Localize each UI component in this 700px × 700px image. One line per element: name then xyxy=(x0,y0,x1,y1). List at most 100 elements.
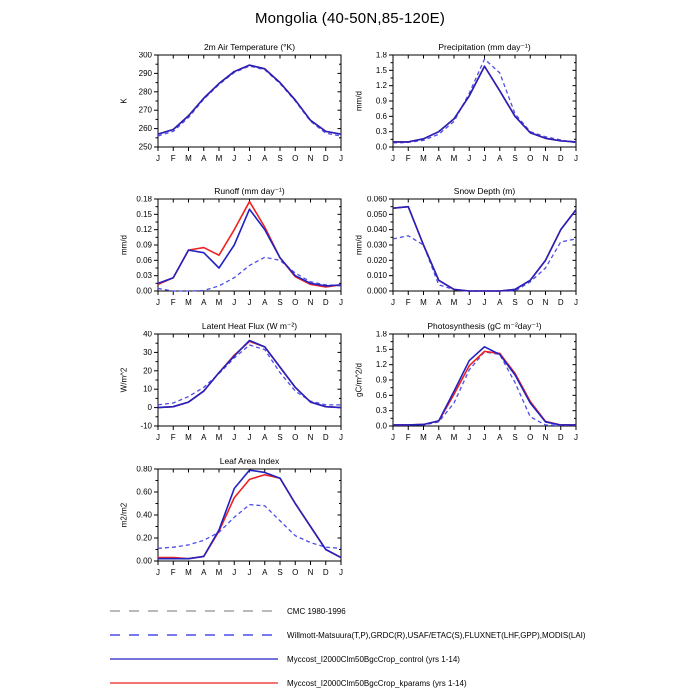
svg-text:A: A xyxy=(436,154,442,163)
svg-text:S: S xyxy=(512,298,517,307)
svg-text:J: J xyxy=(339,433,343,442)
svg-text:A: A xyxy=(497,433,503,442)
svg-text:N: N xyxy=(308,154,314,163)
svg-text:J: J xyxy=(232,433,236,442)
svg-text:N: N xyxy=(308,433,314,442)
svg-text:J: J xyxy=(391,433,395,442)
panel-title: Runoff (mm day⁻¹) xyxy=(214,186,285,196)
svg-text:J: J xyxy=(248,298,252,307)
svg-text:J: J xyxy=(467,298,471,307)
svg-text:10: 10 xyxy=(143,385,152,394)
svg-text:J: J xyxy=(156,154,160,163)
svg-text:O: O xyxy=(527,154,533,163)
svg-text:0.9: 0.9 xyxy=(376,97,388,106)
svg-text:1.8: 1.8 xyxy=(376,331,388,339)
svg-text:F: F xyxy=(406,433,411,442)
svg-text:J: J xyxy=(483,298,487,307)
svg-text:N: N xyxy=(308,568,314,577)
solid-line-swatch xyxy=(110,682,278,684)
legend-label: CMC 1980-1996 xyxy=(287,606,346,616)
svg-text:F: F xyxy=(171,433,176,442)
svg-text:0.3: 0.3 xyxy=(376,406,388,415)
svg-text:A: A xyxy=(436,298,442,307)
svg-text:J: J xyxy=(339,298,343,307)
svg-text:280: 280 xyxy=(139,87,153,96)
svg-text:O: O xyxy=(292,298,298,307)
svg-text:0.09: 0.09 xyxy=(136,241,152,250)
svg-text:-10: -10 xyxy=(140,422,152,431)
svg-text:M: M xyxy=(420,298,427,307)
svg-text:0.3: 0.3 xyxy=(376,127,388,136)
svg-text:O: O xyxy=(527,298,533,307)
svg-text:20: 20 xyxy=(143,366,152,375)
svg-text:0.060: 0.060 xyxy=(367,196,388,204)
svg-text:0.12: 0.12 xyxy=(136,225,152,234)
svg-text:M: M xyxy=(216,154,223,163)
panel-runoff: Runoff (mm day⁻¹) mm/d J F M A M J J A S O N D J 0.00… xyxy=(118,186,368,310)
svg-text:M: M xyxy=(216,568,223,577)
svg-text:A: A xyxy=(497,154,503,163)
svg-text:J: J xyxy=(248,433,252,442)
svg-text:D: D xyxy=(323,154,329,163)
svg-text:S: S xyxy=(277,568,282,577)
svg-text:F: F xyxy=(171,568,176,577)
svg-text:0.010: 0.010 xyxy=(367,271,388,280)
svg-text:0.9: 0.9 xyxy=(376,376,388,385)
svg-text:J: J xyxy=(339,154,343,163)
svg-text:M: M xyxy=(451,433,458,442)
svg-text:250: 250 xyxy=(139,143,153,152)
svg-text:D: D xyxy=(558,154,564,163)
svg-text:S: S xyxy=(277,298,282,307)
legend-item-cmc: CMC 1980-1996 xyxy=(110,605,346,617)
svg-text:1.5: 1.5 xyxy=(376,66,388,75)
svg-text:N: N xyxy=(543,433,549,442)
svg-text:S: S xyxy=(512,154,517,163)
svg-text:J: J xyxy=(156,298,160,307)
svg-text:0.40: 0.40 xyxy=(136,511,152,520)
svg-text:M: M xyxy=(216,298,223,307)
panel-title: 2m Air Temperature (°K) xyxy=(203,42,296,52)
svg-text:J: J xyxy=(156,568,160,577)
panel-title: Latent Heat Flux (W m⁻²) xyxy=(201,321,298,331)
svg-text:0.15: 0.15 xyxy=(136,210,152,219)
svg-text:A: A xyxy=(201,154,207,163)
svg-text:J: J xyxy=(391,154,395,163)
svg-text:290: 290 xyxy=(139,69,153,78)
svg-text:J: J xyxy=(156,433,160,442)
svg-text:O: O xyxy=(292,433,298,442)
svg-text:J: J xyxy=(467,433,471,442)
svg-text:F: F xyxy=(406,298,411,307)
svg-text:D: D xyxy=(558,433,564,442)
svg-text:A: A xyxy=(497,298,503,307)
svg-text:A: A xyxy=(262,154,268,163)
svg-text:J: J xyxy=(248,154,252,163)
svg-text:A: A xyxy=(436,433,442,442)
svg-text:A: A xyxy=(262,298,268,307)
svg-text:M: M xyxy=(185,298,192,307)
svg-text:J: J xyxy=(232,568,236,577)
panel-snow-depth: Snow Depth (m) mm/d J F M A M J J A S O N D J 0.000 0.… xyxy=(353,186,603,310)
svg-text:O: O xyxy=(292,154,298,163)
panel-title: Precipitation (mm day⁻¹) xyxy=(438,42,531,52)
svg-text:J: J xyxy=(232,154,236,163)
svg-text:D: D xyxy=(558,298,564,307)
svg-text:270: 270 xyxy=(139,106,153,115)
panel-title: Leaf Area Index xyxy=(219,456,280,466)
svg-text:0.000: 0.000 xyxy=(367,287,388,296)
svg-text:M: M xyxy=(420,154,427,163)
svg-text:0.030: 0.030 xyxy=(367,241,388,250)
svg-text:0.18: 0.18 xyxy=(136,196,152,204)
svg-text:J: J xyxy=(391,298,395,307)
svg-text:A: A xyxy=(262,433,268,442)
svg-text:S: S xyxy=(512,433,517,442)
legend-item-observations: Willmott-Matsuura(T,P),GRDC(R),USAF/ETAC… xyxy=(110,629,586,641)
svg-text:1.5: 1.5 xyxy=(376,345,388,354)
svg-text:1.8: 1.8 xyxy=(376,52,388,60)
svg-text:1.2: 1.2 xyxy=(376,81,388,90)
legend-label: Willmott-Matsuura(T,P),GRDC(R),USAF/ETAC… xyxy=(287,630,586,640)
svg-text:0.6: 0.6 xyxy=(376,391,388,400)
svg-text:N: N xyxy=(543,154,549,163)
